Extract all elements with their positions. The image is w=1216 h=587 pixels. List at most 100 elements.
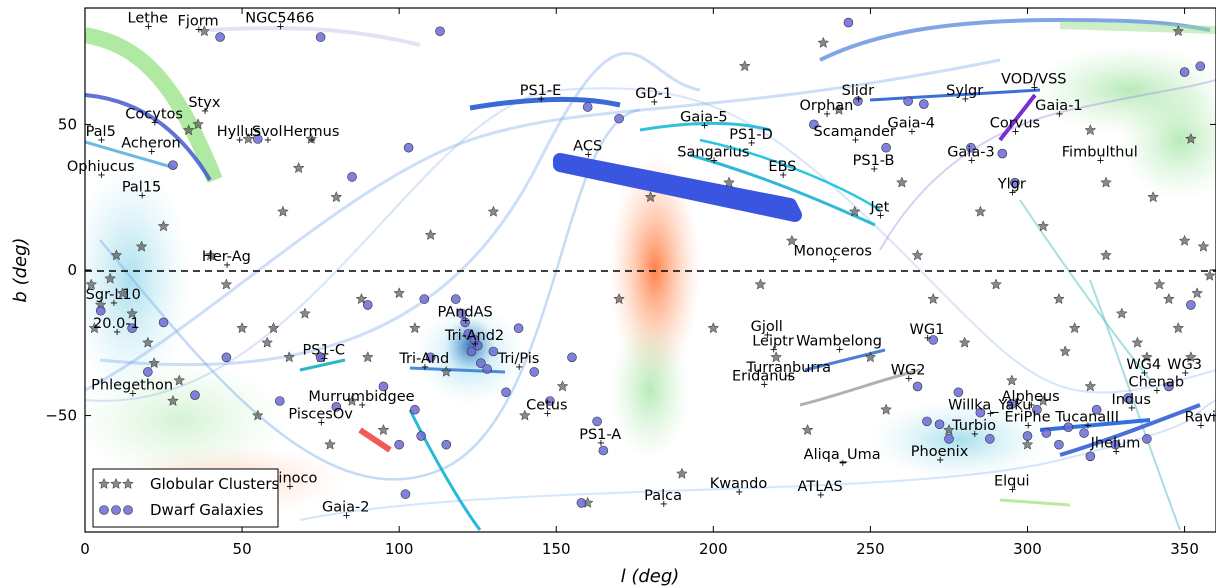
dwarf-galaxies-point	[347, 172, 357, 182]
stream-label: Cocytos	[125, 107, 183, 123]
stream-label: Alpheus	[1002, 389, 1060, 405]
dwarf-galaxies-point	[378, 381, 389, 392]
globular-clusters-point	[1059, 345, 1072, 357]
stream-label: Lethe	[128, 10, 169, 26]
dwarf-galaxies-point	[843, 17, 854, 28]
y-tick-label: 50	[58, 115, 77, 133]
globular-clusters-point	[817, 36, 830, 48]
globular-clusters-point	[104, 272, 117, 284]
dwarf-galaxies-point	[331, 402, 342, 412]
globular-clusters-point	[958, 336, 971, 348]
x-tick-label: 150	[542, 540, 571, 558]
globular-clusters-point	[440, 365, 453, 377]
stream-track	[85, 93, 212, 182]
globular-clusters-point	[1141, 351, 1153, 363]
stream-label: Wambelong	[796, 334, 882, 350]
globular-clusters-point	[305, 132, 318, 144]
stream-marker: +	[144, 21, 152, 32]
globular-clusters-point	[355, 292, 368, 305]
dwarf-galaxies-point	[95, 305, 106, 316]
stream-label: PS1-D	[729, 127, 773, 143]
stream-marker: +	[151, 118, 159, 129]
stream-label: Gaia-2	[322, 500, 370, 516]
globular-clusters-point	[116, 287, 129, 299]
dwarf-galaxies-point	[460, 317, 470, 328]
dwarf-galaxies-point	[513, 323, 524, 334]
stream-label: ATLAS	[798, 479, 843, 495]
stream-marker: +	[817, 490, 825, 501]
globular-clusters-point	[251, 409, 264, 421]
stream-label: NGC5466	[245, 10, 314, 26]
stream-label: Acheron	[121, 136, 180, 152]
stream-density-cloud	[870, 400, 1050, 480]
globular-clusters-point	[556, 380, 569, 392]
legend-label: Dwarf Galaxies	[150, 501, 264, 519]
stream-label: EBS	[768, 159, 796, 175]
stream-label: Corvus	[990, 115, 1040, 131]
stream-marker: +	[854, 94, 862, 105]
stream-label: Elqui	[994, 473, 1030, 489]
globular-clusters-point	[990, 278, 1002, 290]
stream-marker: +	[710, 155, 718, 166]
stream-density-cloud	[1030, 45, 1216, 135]
globular-clusters-point	[220, 278, 233, 290]
stream-label: Sgr-L10	[86, 287, 141, 303]
stream-marker: +	[1008, 484, 1016, 495]
stream-marker: +	[839, 458, 847, 469]
stream-label: Gaia-3	[947, 144, 995, 160]
x-tick-label: 350	[1170, 540, 1199, 558]
stream-marker: +	[836, 345, 844, 356]
stream-marker: +	[961, 94, 969, 105]
stream-label: Her-Ag	[202, 249, 251, 265]
stream-marker: +	[748, 138, 756, 149]
stream-marker: +	[971, 429, 979, 440]
globular-clusters-point	[377, 423, 390, 436]
stream-track	[85, 27, 223, 183]
dwarf-galaxies-point	[482, 364, 492, 374]
globular-clusters-point	[173, 374, 186, 386]
stream-track	[553, 153, 802, 222]
stream-marker: +	[1027, 400, 1035, 411]
stream-label: Pal15	[122, 179, 161, 195]
dwarf-galaxies-point	[944, 434, 954, 444]
stream-label: Sangarius	[677, 144, 749, 160]
stream-marker: +	[923, 333, 931, 344]
globular-clusters-point	[126, 307, 139, 319]
globular-clusters-point	[1021, 438, 1034, 450]
stream-label: Scamander	[814, 124, 896, 140]
x-axis-label: l (deg)	[621, 566, 680, 587]
globular-clusters-point	[242, 132, 255, 144]
stream-track	[469, 96, 621, 111]
stream-track	[689, 153, 876, 227]
legend-entry-globular-clusters: Globular Clusters	[98, 475, 280, 493]
dwarf-galaxies-point	[457, 308, 467, 319]
stream-label: Hermus	[283, 124, 339, 140]
globular-clusters-point	[644, 191, 657, 203]
legend-star-marker	[110, 477, 122, 489]
stream-marker: +	[1024, 420, 1032, 431]
stream-marker: +	[829, 254, 837, 265]
stream-marker: +	[660, 499, 668, 510]
stream-marker: +	[1112, 446, 1120, 457]
dwarf-galaxies-point	[809, 119, 819, 130]
globular-clusters-point	[738, 60, 751, 72]
stream-marker: +	[770, 345, 778, 356]
dwarf-galaxies-point	[966, 142, 976, 153]
stream-marker: +	[908, 126, 916, 137]
stream-label: Phoenix	[911, 444, 969, 460]
dwarf-galaxies-point	[274, 396, 285, 406]
stream-marker: +	[876, 211, 884, 222]
globular-clusters-point	[974, 205, 987, 217]
dwarf-galaxies-point	[450, 294, 461, 304]
globular-clusters-point	[518, 409, 531, 421]
globular-clusters-point	[1184, 351, 1197, 363]
globular-clusters-point	[1037, 394, 1050, 406]
dwarf-galaxies-point	[463, 329, 474, 339]
dwarf-galaxies-point	[476, 358, 486, 368]
globular-clusters-point	[1191, 287, 1204, 299]
stream-track	[1059, 21, 1216, 34]
legend-circle-marker	[123, 505, 133, 515]
stream-label: Gjoll	[751, 319, 783, 335]
stream-label: Cetus	[526, 398, 567, 414]
stream-label: PS1-C	[303, 342, 346, 358]
